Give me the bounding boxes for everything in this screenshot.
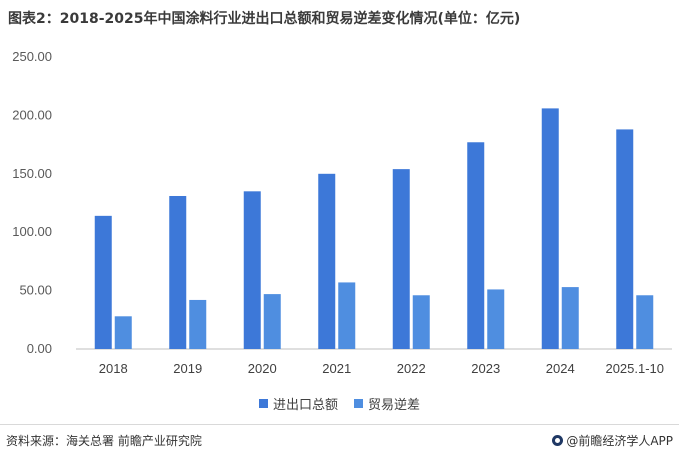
brand-text: @前瞻经济学人APP: [566, 434, 673, 448]
bar-total-2023: [467, 142, 485, 349]
bar-deficit-2019: [189, 299, 207, 349]
bar-deficit-2020: [263, 294, 281, 349]
bar-total-2018: [94, 215, 112, 349]
x-tick-label: 2019: [173, 361, 202, 376]
legend-swatch-deficit: [354, 399, 363, 408]
legend-item-deficit: 贸易逆差: [354, 394, 420, 413]
x-tick-label: 2018: [99, 361, 128, 376]
bar-total-2020: [243, 191, 261, 349]
x-tick-label: 2021: [322, 361, 351, 376]
chart-legend: 进出口总额 贸易逆差: [0, 394, 679, 413]
y-axis-ticks: 0.00 50.00 100.00 150.00 200.00 250.00: [12, 49, 52, 356]
x-tick-label: 2022: [397, 361, 426, 376]
bar-total-2024: [541, 108, 559, 349]
legend-swatch-total: [258, 399, 268, 408]
y-tick-label: 200.00: [12, 107, 52, 122]
bar-deficit-2025.1-10: [636, 295, 654, 349]
bar-deficit-2023: [487, 289, 505, 349]
footer-divider: [0, 424, 679, 425]
bar-total-2021: [318, 173, 336, 349]
x-tick-label: 2020: [248, 361, 277, 376]
bar-total-2025.1-10: [616, 129, 634, 349]
legend-label-deficit: 贸易逆差: [368, 398, 421, 413]
source-note: 资料来源：海关总署 前瞻产业研究院: [6, 434, 202, 448]
chart-title: 图表2：2018-2025年中国涂料行业进出口总额和贸易逆差变化情况(单位：亿元…: [8, 11, 521, 27]
bar-deficit-2024: [561, 287, 579, 349]
y-tick-label: 50.00: [19, 283, 52, 298]
bar-total-2019: [169, 195, 187, 349]
brand-credit: @前瞻经济学人APP: [552, 432, 673, 449]
legend-item-total: 进出口总额: [258, 394, 338, 413]
y-tick-label: 150.00: [12, 166, 52, 181]
y-tick-label: 250.00: [12, 49, 52, 64]
x-tick-label: 2025.1-10: [605, 361, 664, 376]
bar-groups: [94, 108, 654, 349]
bar-total-2022: [392, 169, 410, 349]
y-tick-label: 100.00: [12, 224, 52, 239]
brand-logo-icon: [552, 435, 564, 446]
legend-label-total: 进出口总额: [272, 398, 338, 413]
x-axis-ticks: 2018 2019 2020 2021 2022 2023 2024 2025.1-10: [99, 361, 664, 376]
bar-deficit-2021: [338, 282, 356, 349]
bar-deficit-2018: [114, 316, 132, 349]
x-tick-label: 2023: [471, 361, 500, 376]
x-tick-label: 2024: [546, 361, 575, 376]
y-tick-label: 0.00: [27, 341, 52, 356]
bar-deficit-2022: [412, 295, 430, 349]
